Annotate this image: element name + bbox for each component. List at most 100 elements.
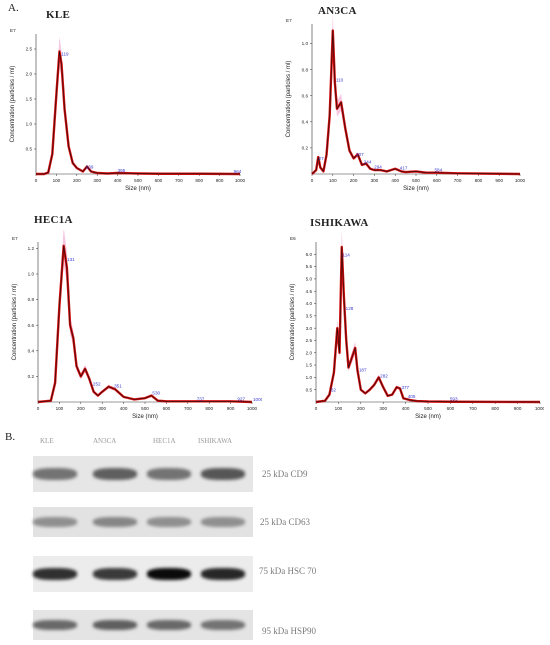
x-tick-label: 700 xyxy=(184,406,192,411)
y-tick-label: 0.5 xyxy=(306,387,313,392)
x-tick-label: 700 xyxy=(175,178,183,183)
x-tick-label: 400 xyxy=(391,178,399,183)
peak-label: 128 xyxy=(346,306,354,311)
peak-label: 405 xyxy=(408,394,416,399)
y-tick-label: 0.5 xyxy=(26,147,33,152)
series-line-red xyxy=(311,29,521,176)
y-tick-label: 0.2 xyxy=(28,374,35,379)
chart-title-kle: KLE xyxy=(46,9,71,21)
x-tick-label: 800 xyxy=(491,406,499,411)
peak-label: 114 xyxy=(343,253,351,258)
series-line-red xyxy=(315,245,541,404)
peak-label: 244 xyxy=(364,160,372,165)
x-axis-label: Size (nm) xyxy=(132,414,158,420)
y-tick-label: 3.0 xyxy=(306,326,313,331)
y-tick-label: 1.0 xyxy=(26,122,33,127)
y-exponent-label: E7 xyxy=(10,28,16,33)
blot-band xyxy=(33,517,77,527)
peak-label: 530 xyxy=(152,391,160,396)
peak-label: 351 xyxy=(114,383,122,388)
x-tick-label: 300 xyxy=(371,178,379,183)
y-tick-label: 0.4 xyxy=(28,348,35,353)
lane-label-hec1a: HEC1A xyxy=(153,437,176,445)
y-tick-label: 6.0 xyxy=(306,252,313,257)
chart-title-an3ca: AN3CA xyxy=(318,5,357,17)
series-line-red xyxy=(36,50,241,176)
x-tick-label: 700 xyxy=(454,178,462,183)
x-tick-label: 0 xyxy=(311,178,314,183)
x-tick-label: 600 xyxy=(447,406,455,411)
error-band xyxy=(312,14,520,174)
blot-band xyxy=(201,620,245,630)
y-exponent-label: E7 xyxy=(286,18,292,23)
peak-label: 239 xyxy=(86,164,94,169)
blot-band xyxy=(201,517,245,527)
chart-title-hec1a: HEC1A xyxy=(34,214,73,226)
x-tick-label: 1000 xyxy=(247,406,258,411)
nta-chart-hec1a: E7 0.2 0.4 0.6 0.8 1.0 1.2 0 100 200 300 400 500 600 7… xyxy=(12,230,262,420)
x-tick-label: 300 xyxy=(379,406,387,411)
blot-band xyxy=(93,517,137,527)
x-tick-label: 600 xyxy=(433,178,441,183)
y-tick-label: 0.8 xyxy=(28,297,35,302)
y-tick-label: 2.0 xyxy=(26,72,33,77)
y-tick-label: 1.0 xyxy=(302,41,309,46)
blot-band xyxy=(147,517,191,527)
blot-band xyxy=(201,568,245,580)
peak-label: 62 xyxy=(331,387,337,392)
lane-label-an3ca: AN3CA xyxy=(93,437,117,445)
y-axis-label: Concentration (particles / ml) xyxy=(290,284,296,361)
peak-label: 207 xyxy=(356,152,364,157)
peak-label: 593 xyxy=(450,397,458,402)
y-tick-label: 1.5 xyxy=(306,363,313,368)
series-line-dark xyxy=(311,30,521,175)
blot-band xyxy=(33,620,77,630)
x-tick-label: 1000 xyxy=(535,406,544,411)
x-tick-label: 200 xyxy=(350,178,358,183)
blot-strip-cd9 xyxy=(33,456,253,492)
y-tick-label: 5.5 xyxy=(306,264,313,269)
y-tick-label: 0.2 xyxy=(302,146,309,151)
y-axis-label: Concentration (particles / ml) xyxy=(286,61,292,138)
nta-chart-kle: E7 0.5 1.0 1.5 2.0 2.5 0 100 200 300 400 500 600 700 8… xyxy=(10,28,246,192)
x-tick-label: 400 xyxy=(120,406,128,411)
x-tick-label: 500 xyxy=(412,178,420,183)
x-tick-label: 400 xyxy=(402,406,410,411)
blot-band xyxy=(147,620,191,630)
series-line-dark xyxy=(37,245,253,403)
series-line-dark xyxy=(36,51,241,175)
panel-a-label: A. xyxy=(8,2,19,14)
blot-band xyxy=(33,468,77,480)
peak-label: 584 xyxy=(434,168,442,173)
x-tick-label: 700 xyxy=(469,406,477,411)
x-tick-label: 100 xyxy=(56,406,64,411)
y-tick-label: 2.5 xyxy=(26,47,33,52)
y-tick-label: 0.4 xyxy=(302,119,309,124)
y-exponent-label: E7 xyxy=(12,236,18,241)
peak-label: 1000 xyxy=(253,397,262,402)
x-tick-label: 500 xyxy=(141,406,149,411)
x-axis-label: Size (nm) xyxy=(125,186,151,192)
peak-label: 294 xyxy=(374,165,382,170)
blot-band xyxy=(147,568,191,580)
y-tick-label: 0.6 xyxy=(302,93,309,98)
y-axis-label: Concentration (particles / ml) xyxy=(12,284,18,361)
peak-label: 110 xyxy=(336,78,344,83)
peak-label: 737 xyxy=(197,396,205,401)
x-tick-label: 500 xyxy=(424,406,432,411)
x-tick-label: 900 xyxy=(216,178,224,183)
y-axis-label: Concentration (particles / ml) xyxy=(10,66,16,143)
peak-label: 927 xyxy=(237,397,245,402)
x-tick-label: 900 xyxy=(495,178,503,183)
y-tick-label: 2.5 xyxy=(306,338,313,343)
blot-band xyxy=(93,468,137,480)
x-tick-label: 600 xyxy=(155,178,163,183)
series-line-dark xyxy=(315,246,541,403)
y-tick-label: 1.0 xyxy=(28,272,35,277)
y-tick-label: 4.0 xyxy=(306,301,313,306)
x-tick-label: 200 xyxy=(357,406,365,411)
x-tick-label: 200 xyxy=(77,406,85,411)
peak-label: 119 xyxy=(61,52,69,57)
x-tick-label: 0 xyxy=(315,406,318,411)
peak-label: 131 xyxy=(67,257,75,262)
